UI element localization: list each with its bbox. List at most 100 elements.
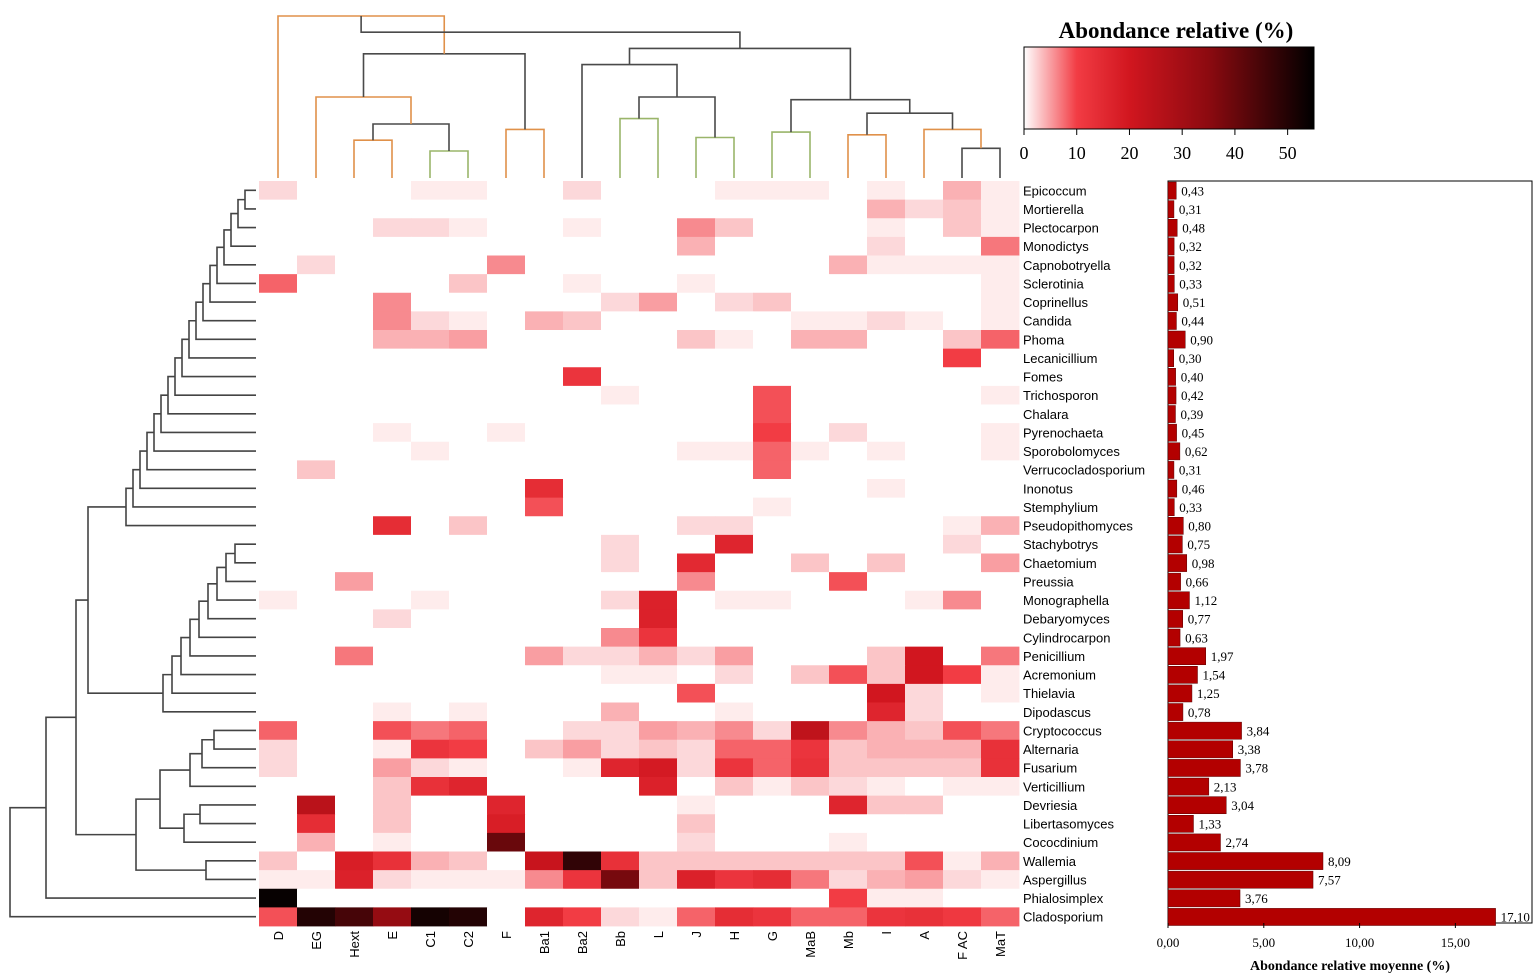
heatmap-cell [487, 572, 526, 592]
bar-value-label: 0,46 [1182, 481, 1205, 496]
heatmap-cell [639, 330, 678, 350]
heatmap-cell [601, 814, 640, 834]
heatmap-cell [829, 702, 868, 722]
heatmap-cell [411, 851, 450, 871]
heatmap-cell [905, 758, 944, 778]
legend-tick-label: 50 [1279, 143, 1297, 163]
heatmap-cell [677, 814, 716, 834]
heatmap-cell [563, 758, 602, 778]
heatmap-cell [677, 367, 716, 387]
bar-value-label: 0,75 [1187, 537, 1210, 552]
heatmap-cell [867, 609, 906, 629]
heatmap-cell [639, 702, 678, 722]
heatmap-cell [601, 441, 640, 461]
heatmap-cell [753, 702, 792, 722]
dendrogram-branch [87, 506, 163, 695]
heatmap-cell [259, 609, 298, 629]
bar [1167, 517, 1184, 535]
heatmap-cell [411, 311, 450, 331]
heatmap-cell [411, 870, 450, 890]
bar [1167, 908, 1496, 926]
heatmap-cell [259, 553, 298, 573]
heatmap-cell [753, 460, 792, 480]
bar-x-axis-label: Abondance relative moyenne (%) [1250, 959, 1450, 973]
row-label: Cylindrocarpon [1023, 630, 1110, 645]
bar [1167, 870, 1314, 889]
bar [1167, 535, 1183, 554]
heatmap-cell [601, 292, 640, 312]
heatmap-cell [715, 441, 754, 461]
heatmap-cell [639, 236, 678, 256]
heatmap-cell [297, 572, 336, 592]
bar [1167, 274, 1175, 293]
heatmap-cell [297, 311, 336, 331]
column-label: E [385, 931, 400, 940]
heatmap-cell [259, 181, 298, 201]
heatmap-cell [715, 311, 754, 331]
heatmap-cell [905, 404, 944, 424]
heatmap-cell [943, 348, 982, 368]
heatmap-cell [829, 628, 868, 648]
heatmap-cell [297, 721, 336, 741]
heatmap-cell [791, 479, 830, 499]
row-label: Monographella [1023, 593, 1110, 608]
column-label: H [727, 931, 742, 940]
heatmap-cell [715, 534, 754, 554]
heatmap-cell [259, 758, 298, 778]
heatmap-cell [829, 814, 868, 834]
heatmap-cell [563, 777, 602, 797]
heatmap-cell [411, 497, 450, 517]
dendrogram-branch [216, 566, 256, 601]
heatmap-cell [449, 348, 488, 368]
bar-value-label: 3,38 [1238, 742, 1261, 757]
heatmap-cell [715, 218, 754, 238]
heatmap-cell [981, 907, 1020, 927]
heatmap-cell [981, 497, 1020, 517]
column-label: J [689, 931, 704, 938]
bar-value-label: 0,45 [1182, 425, 1205, 440]
heatmap-cell [259, 907, 298, 927]
bar [1167, 721, 1242, 740]
heatmap-cell [639, 870, 678, 890]
heatmap-cell [791, 460, 830, 480]
heatmap-cell [677, 739, 716, 759]
heatmap-cell [563, 609, 602, 629]
heatmap-cell [677, 497, 716, 517]
bar [1167, 852, 1324, 870]
heatmap-cell [677, 888, 716, 908]
heatmap-cell [601, 572, 640, 592]
heatmap-cell [297, 739, 336, 759]
bar-value-label: 0,33 [1179, 276, 1202, 291]
heatmap-cell [791, 851, 830, 871]
heatmap-cell [829, 683, 868, 703]
heatmap-cell [525, 218, 564, 238]
heatmap-cell [411, 590, 450, 610]
heatmap-cell [525, 274, 564, 294]
heatmap-cell [867, 199, 906, 219]
heatmap-cell [297, 814, 336, 834]
heatmap-cell [867, 292, 906, 312]
heatmap-cell [297, 758, 336, 778]
row-label: Sclerotinia [1023, 276, 1084, 291]
heatmap-cell [525, 665, 564, 685]
heatmap-cell [639, 218, 678, 238]
heatmap-cell [715, 367, 754, 387]
heatmap-cell [867, 646, 906, 666]
heatmap-cell [297, 888, 336, 908]
row-label: Verrucocladosporium [1023, 463, 1145, 478]
dendrogram-branch [638, 96, 716, 138]
heatmap-cell [715, 609, 754, 629]
legend-tick-label: 30 [1173, 143, 1191, 163]
heatmap-cell [867, 814, 906, 834]
heatmap-cell [905, 907, 944, 927]
heatmap-cell [525, 553, 564, 573]
heatmap-cell [487, 721, 526, 741]
heatmap-cell [373, 683, 412, 703]
heatmap-cell [259, 683, 298, 703]
dendrogram-branch [183, 813, 256, 843]
heatmap-cell [715, 851, 754, 871]
heatmap-cell [335, 497, 374, 517]
heatmap-cell [753, 590, 792, 610]
heatmap-cell [829, 311, 868, 331]
heatmap-cell [335, 553, 374, 573]
